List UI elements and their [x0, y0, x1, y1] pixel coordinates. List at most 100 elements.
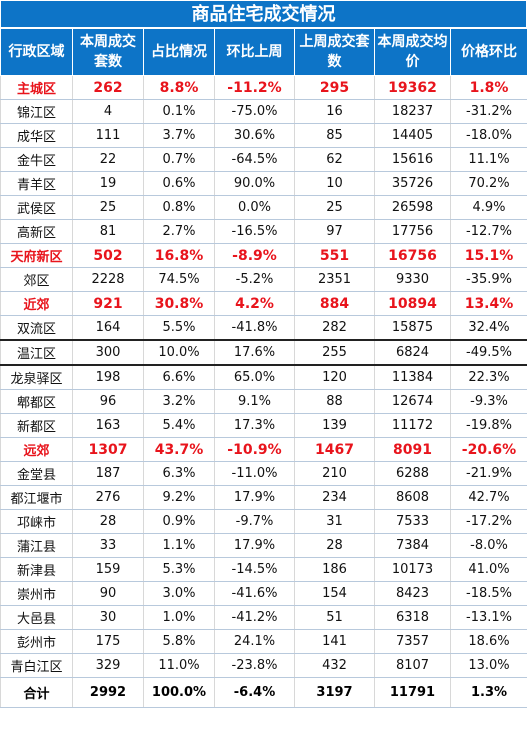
table-cell: 81 — [72, 219, 144, 244]
table-cell: -49.5% — [450, 340, 527, 366]
district-cell: 青羊区 — [0, 171, 73, 196]
district-cell: 新津县 — [0, 557, 73, 582]
table-cell: 90 — [72, 581, 144, 606]
table-cell: 329 — [72, 653, 144, 678]
table-cell: 9.2% — [143, 485, 215, 510]
table-cell: 12674 — [374, 389, 451, 414]
district-cell: 高新区 — [0, 219, 73, 244]
table-cell: 17.9% — [214, 533, 295, 558]
table-cell: 1467 — [294, 437, 375, 462]
table-row: 彭州市 175 5.8% 24.1% 141 7357 18.6% — [0, 629, 527, 654]
table-cell: 4.2% — [214, 291, 295, 316]
table-row: 高新区 81 2.7% -16.5% 97 17756 -12.7% — [0, 219, 527, 244]
table-cell: -75.0% — [214, 99, 295, 124]
table-cell: 6318 — [374, 605, 451, 630]
table-cell: 0.1% — [143, 99, 215, 124]
table-cell: -12.7% — [450, 219, 527, 244]
district-cell: 大邑县 — [0, 605, 73, 630]
table-cell: 9.1% — [214, 389, 295, 414]
table-cell: 8.8% — [143, 75, 215, 100]
table-cell: 42.7% — [450, 485, 527, 510]
table-cell: 5.3% — [143, 557, 215, 582]
district-cell: 金牛区 — [0, 147, 73, 172]
table-cell: 300 — [72, 340, 144, 366]
table-cell: -9.7% — [214, 509, 295, 534]
table-cell: 0.9% — [143, 509, 215, 534]
header-row: 行政区域 本周成交套数 占比情况 环比上周 上周成交套数 本周成交均价 价格环比 — [0, 28, 527, 76]
table-cell: 17.3% — [214, 413, 295, 438]
district-cell: 温江区 — [0, 340, 73, 366]
table-cell: 210 — [294, 461, 375, 486]
table-cell: 884 — [294, 291, 375, 316]
table-cell: 35726 — [374, 171, 451, 196]
header-weekly-units: 本周成交套数 — [72, 28, 144, 76]
table-cell: 30 — [72, 605, 144, 630]
table-cell: 15616 — [374, 147, 451, 172]
district-cell: 武侯区 — [0, 195, 73, 220]
table-row: 新津县 159 5.3% -14.5% 186 10173 41.0% — [0, 557, 527, 582]
table-cell: 120 — [294, 365, 375, 390]
table-cell: -41.6% — [214, 581, 295, 606]
table-cell: 5.4% — [143, 413, 215, 438]
table-cell: 33 — [72, 533, 144, 558]
district-cell: 成华区 — [0, 123, 73, 148]
district-cell: 主城区 — [0, 75, 73, 100]
table-cell: 30.6% — [214, 123, 295, 148]
table-cell: -8.9% — [214, 243, 295, 268]
table-row: 青白江区 329 11.0% -23.8% 432 8107 13.0% — [0, 653, 527, 678]
table-cell: 10.0% — [143, 340, 215, 366]
summary-row: 天府新区 502 16.8% -8.9% 551 16756 15.1% — [0, 243, 527, 268]
table-cell: 17.6% — [214, 340, 295, 366]
table-cell: 0.0% — [214, 195, 295, 220]
table-row: 金堂县 187 6.3% -11.0% 210 6288 -21.9% — [0, 461, 527, 486]
table-cell: 10173 — [374, 557, 451, 582]
total-cell: 合计 — [0, 677, 73, 708]
summary-row: 主城区 262 8.8% -11.2% 295 19362 1.8% — [0, 75, 527, 100]
table-cell: 13.4% — [450, 291, 527, 316]
table-cell: 17.9% — [214, 485, 295, 510]
table-row: 新都区 163 5.4% 17.3% 139 11172 -19.8% — [0, 413, 527, 438]
table-cell: 163 — [72, 413, 144, 438]
table-row: 金牛区 22 0.7% -64.5% 62 15616 11.1% — [0, 147, 527, 172]
header-price-change: 价格环比 — [450, 28, 527, 76]
district-cell: 崇州市 — [0, 581, 73, 606]
district-cell: 郫都区 — [0, 389, 73, 414]
table-row: 邛崃市 28 0.9% -9.7% 31 7533 -17.2% — [0, 509, 527, 534]
table-cell: 502 — [72, 243, 144, 268]
table-cell: 6824 — [374, 340, 451, 366]
table-cell: 8608 — [374, 485, 451, 510]
table-cell: 551 — [294, 243, 375, 268]
table-cell: 90.0% — [214, 171, 295, 196]
table-cell: 7533 — [374, 509, 451, 534]
table-cell: 15.1% — [450, 243, 527, 268]
table-cell: 41.0% — [450, 557, 527, 582]
table-cell: 22.3% — [450, 365, 527, 390]
table-cell: 234 — [294, 485, 375, 510]
total-cell: 3197 — [294, 677, 375, 708]
total-cell: 100.0% — [143, 677, 215, 708]
table-row: 大邑县 30 1.0% -41.2% 51 6318 -13.1% — [0, 605, 527, 630]
table-cell: 13.0% — [450, 653, 527, 678]
table-cell: 18.6% — [450, 629, 527, 654]
table-cell: 6288 — [374, 461, 451, 486]
table-cell: 111 — [72, 123, 144, 148]
table-cell: 2228 — [72, 267, 144, 292]
table-cell: -31.2% — [450, 99, 527, 124]
table-row: 成华区 111 3.7% 30.6% 85 14405 -18.0% — [0, 123, 527, 148]
table-cell: 1307 — [72, 437, 144, 462]
table-cell: 2351 — [294, 267, 375, 292]
table-cell: 10894 — [374, 291, 451, 316]
table-cell: 255 — [294, 340, 375, 366]
table-cell: -13.1% — [450, 605, 527, 630]
table-cell: 28 — [72, 509, 144, 534]
table-row: 郫都区 96 3.2% 9.1% 88 12674 -9.3% — [0, 389, 527, 414]
total-cell: 1.3% — [450, 677, 527, 708]
table-cell: -21.9% — [450, 461, 527, 486]
district-cell: 都江堰市 — [0, 485, 73, 510]
table-cell: 19362 — [374, 75, 451, 100]
header-week-over-week: 环比上周 — [214, 28, 295, 76]
table-cell: 187 — [72, 461, 144, 486]
table-row: 锦江区 4 0.1% -75.0% 16 18237 -31.2% — [0, 99, 527, 124]
table-cell: 186 — [294, 557, 375, 582]
table-cell: 31 — [294, 509, 375, 534]
